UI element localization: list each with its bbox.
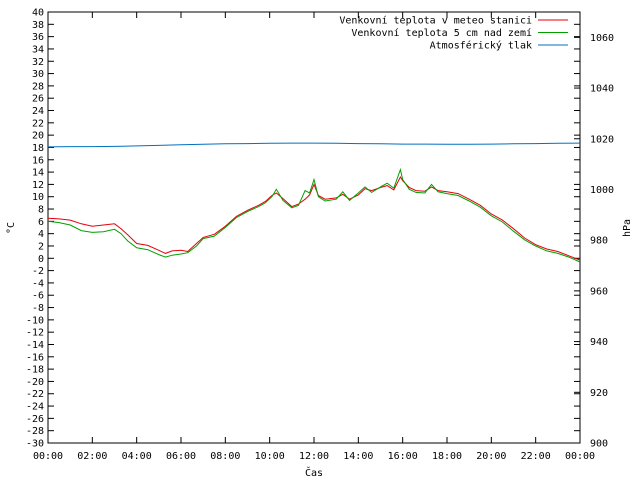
plot-frame <box>47 11 581 444</box>
y-tick-label: 20 <box>32 131 44 142</box>
y-tick-label: 10 <box>32 192 44 203</box>
y-tick-label: 0 <box>38 254 44 265</box>
y2-tick-label: 1040 <box>590 84 614 95</box>
x-tick-label: 04:00 <box>122 451 152 462</box>
y-tick-label: 12 <box>32 180 44 191</box>
y-tick-label: 36 <box>32 32 44 43</box>
legend-label-0: Venkovní teplota v meteo stanici <box>339 15 532 27</box>
x-axis-title: Čas <box>305 466 323 479</box>
x-tick-label: 12:00 <box>299 451 329 462</box>
y-tick-label: 38 <box>32 20 44 31</box>
legend-label-2: Atmosférický tlak <box>430 40 532 52</box>
legend-label-1: Venkovní teplota 5 cm nad zemí <box>351 27 532 39</box>
x-tick-label: 06:00 <box>166 451 196 462</box>
y-tick-label: -18 <box>26 365 44 376</box>
y-tick-label: -10 <box>26 315 44 326</box>
series-line-2 <box>47 142 581 148</box>
y-tick-label: 32 <box>32 57 44 68</box>
y-tick-label: -2 <box>32 266 44 277</box>
y-tick-label: 16 <box>32 155 44 166</box>
y-tick-label: 18 <box>32 143 44 154</box>
x-tick-label: 18:00 <box>432 451 462 462</box>
x-tick-label: 00:00 <box>565 451 595 462</box>
y-tick-label: -28 <box>26 426 44 437</box>
y-tick-label: -4 <box>32 278 44 289</box>
y-tick-label: 34 <box>32 44 44 55</box>
y2-tick-label: 1020 <box>590 134 614 145</box>
y-tick-label: 28 <box>32 81 44 92</box>
y-tick-label: -16 <box>26 352 44 363</box>
y-tick-label: 14 <box>32 168 44 179</box>
series-line-1 <box>47 167 581 263</box>
y-tick-label: 30 <box>32 69 44 80</box>
y-tick-label: -6 <box>32 291 44 302</box>
y-tick-label: -12 <box>26 328 44 339</box>
y-tick-label: 24 <box>32 106 44 117</box>
series-line-0 <box>47 175 581 261</box>
y2-tick-label: 1060 <box>590 33 614 44</box>
x-tick-label: 16:00 <box>388 451 418 462</box>
y2-tick-label: 940 <box>590 337 608 348</box>
x-tick-label: 10:00 <box>255 451 285 462</box>
y-tick-label: -24 <box>26 402 44 413</box>
y2-axis-title: hPa <box>622 219 633 237</box>
x-tick-label: 14:00 <box>343 451 373 462</box>
y-axis-title: °C <box>6 222 17 234</box>
y-tick-label: -8 <box>32 303 44 314</box>
y-tick-label: 40 <box>32 8 44 19</box>
y2-tick-label: 920 <box>590 388 608 399</box>
y-tick-label: -14 <box>26 340 44 351</box>
y2-tick-label: 1000 <box>590 185 614 196</box>
y-tick-label: 26 <box>32 94 44 105</box>
y-tick-label: -20 <box>26 377 44 388</box>
y-tick-label: 8 <box>38 205 44 216</box>
y-tick-label: 22 <box>32 118 44 129</box>
x-tick-label: 02:00 <box>77 451 107 462</box>
y-tick-label: 2 <box>38 241 44 252</box>
x-tick-label: 08:00 <box>210 451 240 462</box>
y-tick-label: -30 <box>26 439 44 450</box>
y2-tick-label: 980 <box>590 236 608 247</box>
x-tick-label: 20:00 <box>476 451 506 462</box>
y-tick-label: -26 <box>26 414 44 425</box>
y2-tick-label: 960 <box>590 286 608 297</box>
y2-tick-label: 900 <box>590 439 608 450</box>
x-tick-label: 00:00 <box>33 451 63 462</box>
y-tick-label: -22 <box>26 389 44 400</box>
y-tick-label: 4 <box>38 229 44 240</box>
y-tick-label: 6 <box>38 217 44 228</box>
x-tick-label: 22:00 <box>521 451 551 462</box>
